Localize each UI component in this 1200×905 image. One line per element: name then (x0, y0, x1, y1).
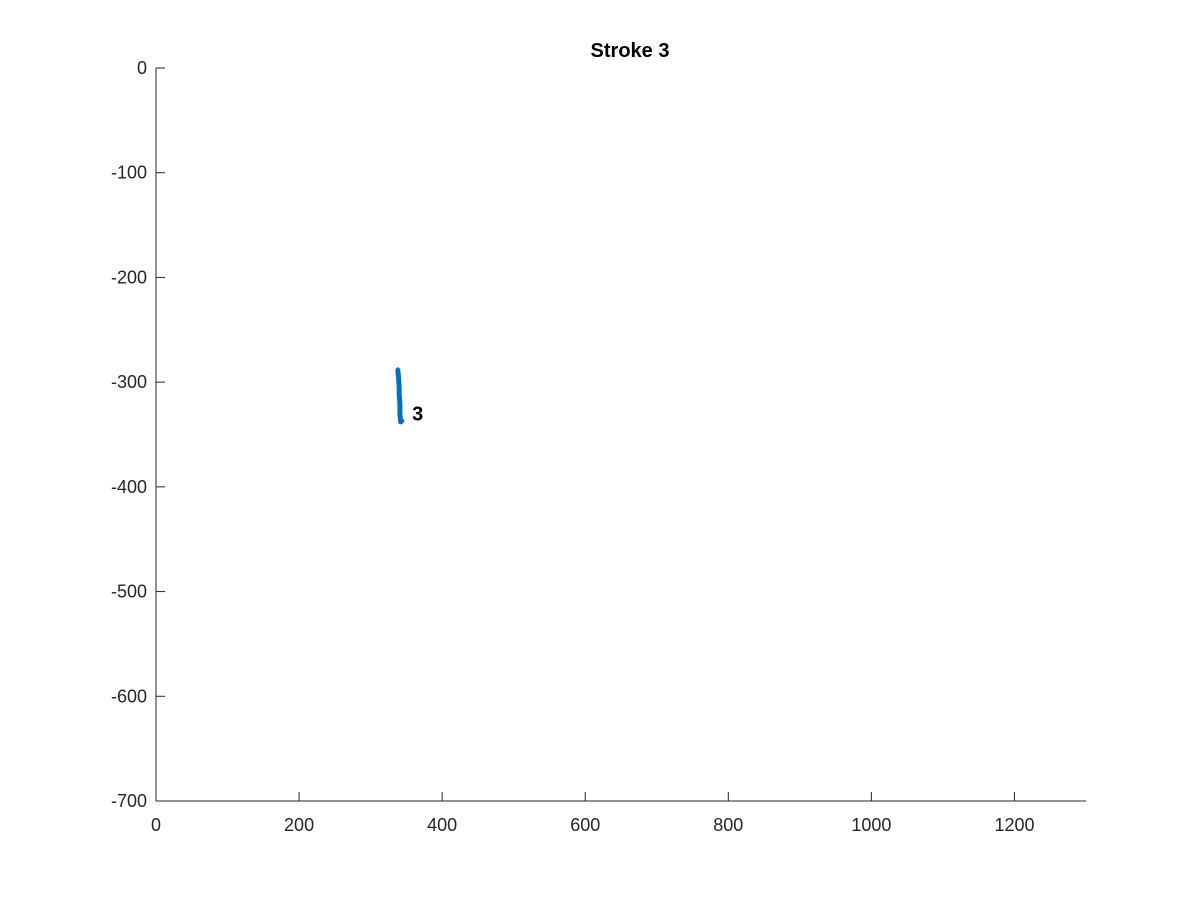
data-point (396, 374, 401, 380)
x-tick-label: 1000 (851, 815, 891, 835)
x-tick-label: 200 (284, 815, 314, 835)
stroke-number-label: 3 (412, 404, 423, 426)
y-tick-label: -100 (111, 163, 147, 183)
annotation-layer: 3 (412, 404, 423, 426)
y-tick-label: -700 (111, 791, 147, 811)
series-layer (395, 367, 405, 425)
y-axis-ticks: 0 -100 -200 -300 -400 -500 -600 -700 (111, 58, 165, 811)
data-point (395, 367, 400, 372)
y-tick-label: -300 (111, 372, 147, 392)
data-point (397, 411, 403, 416)
x-tick-label: 600 (570, 815, 600, 835)
y-tick-label: -200 (111, 267, 147, 287)
x-axis-ticks: 0 200 400 600 800 1000 1200 (151, 792, 1034, 835)
chart-title: Stroke 3 (591, 40, 670, 62)
x-tick-label: 800 (713, 815, 743, 835)
y-tick-label: -600 (111, 686, 147, 706)
x-tick-label: 400 (427, 815, 457, 835)
y-tick-label: -400 (111, 477, 147, 497)
data-point (397, 400, 403, 406)
x-tick-label: 1200 (994, 815, 1034, 835)
data-point (397, 392, 402, 397)
x-tick-label: 0 (151, 815, 161, 835)
y-tick-label: -500 (111, 582, 147, 602)
y-tick-label: 0 (137, 58, 147, 78)
data-point (397, 385, 402, 390)
data-point (399, 418, 405, 424)
